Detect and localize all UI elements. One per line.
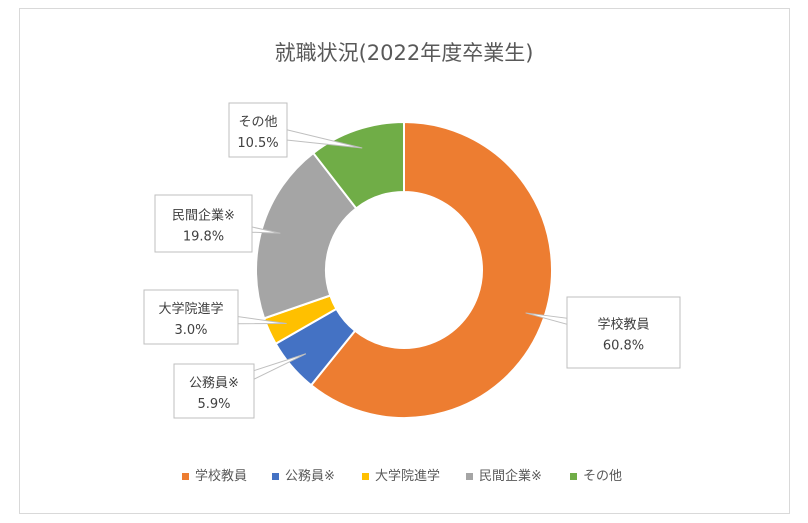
data-label-4: 民間企業※ 19.8% (154, 194, 281, 253)
legend-label: 大学院進学 (375, 468, 440, 484)
data-label-value: 10.5% (237, 136, 278, 151)
data-label-category: その他 (238, 115, 277, 130)
data-label-group: 学校教員 60.8% 公務員※ 5.9% 大学院進学 3.0% 民間企業※ 19.8% その他 1… (143, 102, 681, 419)
legend-swatch (272, 473, 279, 480)
callout-fill (230, 104, 286, 156)
legend-swatch (466, 473, 473, 480)
data-label-value: 19.8% (183, 230, 224, 245)
callout-fill (145, 291, 237, 343)
slice-1 (309, 120, 554, 419)
legend-label: 公務員※ (285, 469, 335, 484)
data-label-5: その他 10.5% (228, 102, 363, 158)
callout-fill (156, 196, 251, 251)
legend-item-5: その他 (570, 469, 622, 484)
legend-item-4: 民間企業※ (466, 468, 542, 484)
data-label-2: 公務員※ 5.9% (173, 353, 307, 419)
legend-swatch (362, 473, 369, 480)
slice-4 (255, 151, 358, 320)
legend-label: 民間企業※ (479, 468, 542, 484)
data-label-value: 60.8% (603, 339, 644, 354)
data-label-category: 民間企業※ (172, 208, 235, 224)
data-label-category: 公務員※ (189, 376, 239, 391)
chart-frame (19, 8, 790, 514)
legend-label: 学校教員 (195, 468, 247, 484)
data-label-value: 3.0% (174, 323, 207, 338)
legend: 学校教員 公務員※ 大学院進学 民間企業※ その他 (182, 468, 622, 484)
legend-swatch (570, 473, 577, 480)
legend-item-1: 学校教員 (182, 468, 247, 484)
data-label-value: 5.9% (197, 397, 230, 412)
data-label-category: 大学院進学 (158, 301, 223, 317)
callout-fill (175, 365, 253, 417)
data-label-1: 学校教員 60.8% (525, 296, 681, 369)
legend-swatch (182, 473, 189, 480)
callout-fill (568, 298, 679, 367)
data-label-category: 学校教員 (597, 317, 649, 333)
legend-item-2: 公務員※ (272, 469, 335, 484)
legend-label: その他 (583, 469, 622, 484)
chart-title: 就職状況(2022年度卒業生) (275, 41, 534, 65)
slice-group (255, 120, 554, 419)
legend-item-3: 大学院進学 (362, 468, 440, 484)
data-label-3: 大学院進学 3.0% (143, 289, 287, 345)
